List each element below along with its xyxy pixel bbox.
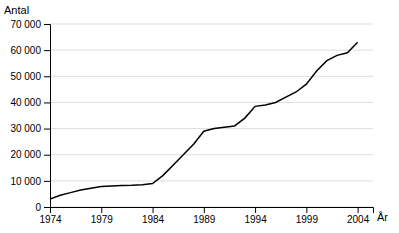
line [50, 42, 358, 199]
x-tick: 1974 [39, 207, 62, 225]
series [50, 42, 358, 199]
chart: 1974 1979 1984 1989 1994 1999 2004 0 10 000 20 00… [0, 0, 399, 233]
y-tick-mark [44, 50, 50, 51]
x-tick-label: 1994 [244, 214, 267, 225]
grid-line [50, 76, 373, 77]
y-tick-mark [44, 207, 50, 208]
y-axis-title: Antal [4, 4, 29, 16]
grid-line [50, 50, 373, 51]
y-tick-mark [44, 76, 50, 77]
y-axis: 0 10 000 20 000 30 000 40 000 50 000 60 000 70 … [10, 19, 50, 213]
y-tick-mark [44, 24, 50, 25]
y-tick: 40 000 [10, 97, 50, 108]
x-tick-mark [358, 207, 359, 213]
x-tick: 1979 [91, 207, 114, 225]
grid [50, 24, 373, 207]
y-tick: 20 000 [10, 149, 50, 160]
y-tick: 50 000 [10, 71, 50, 82]
x-tick-mark [306, 207, 307, 213]
y-tick: 60 000 [10, 45, 50, 56]
y-tick-label: 60 000 [10, 45, 41, 56]
y-tick-label: 10 000 [10, 176, 41, 187]
y-tick-label: 30 000 [10, 123, 41, 134]
grid-line [50, 154, 373, 155]
y-tick: 0 [35, 202, 50, 213]
grid-line [50, 180, 373, 181]
x-tick: 1994 [244, 207, 267, 225]
x-tick-mark [153, 207, 154, 213]
x-tick-mark [255, 207, 256, 213]
x-tick-label: 1999 [296, 214, 319, 225]
x-tick-label: 2004 [347, 214, 370, 225]
x-tick-mark [101, 207, 102, 213]
y-tick-mark [44, 129, 50, 130]
x-tick-label: 1984 [142, 214, 165, 225]
y-tick: 30 000 [10, 123, 50, 134]
x-tick-label: 1989 [193, 214, 216, 225]
y-tick-label: 20 000 [10, 149, 41, 160]
grid-line [50, 102, 373, 103]
x-axis-title: År [377, 211, 388, 223]
y-tick-mark [44, 181, 50, 182]
y-tick: 10 000 [10, 176, 50, 187]
y-tick-mark [44, 102, 50, 103]
y-tick-label: 40 000 [10, 97, 41, 108]
plot-area: 1974 1979 1984 1989 1994 1999 2004 0 10 000 20 00… [10, 19, 373, 225]
x-axis: 1974 1979 1984 1989 1994 1999 2004 [39, 207, 373, 225]
x-tick-label: 1979 [91, 214, 114, 225]
x-tick: 1984 [142, 207, 165, 225]
y-axis-line [44, 25, 51, 208]
x-tick: 1999 [296, 207, 319, 225]
y-tick-label: 70 000 [10, 19, 41, 30]
x-tick-label: 1974 [39, 214, 62, 225]
x-tick: 2004 [347, 207, 370, 225]
grid-line [50, 24, 373, 25]
y-tick-mark [44, 155, 50, 156]
y-tick-label: 50 000 [10, 71, 41, 82]
x-tick-mark [204, 207, 205, 213]
y-tick: 70 000 [10, 19, 50, 30]
x-axis-line [51, 208, 374, 214]
x-tick: 1989 [193, 207, 216, 225]
y-tick-label: 0 [35, 202, 41, 213]
